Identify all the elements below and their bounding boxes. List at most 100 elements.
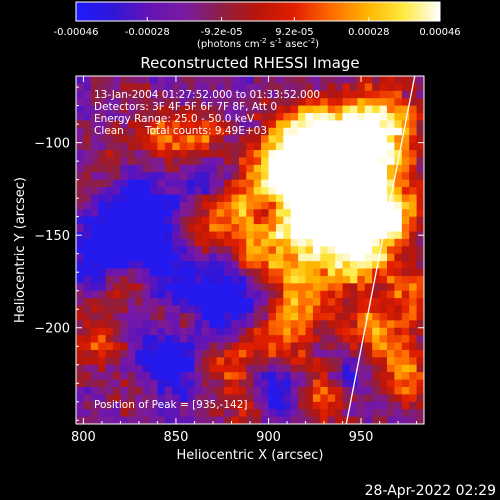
heatmap-cell [246,231,255,240]
heatmap-cell [127,275,136,284]
heatmap-cell [120,298,129,307]
heatmap-cell [172,98,181,107]
heatmap-cell [394,224,403,233]
heatmap-cell [120,150,129,159]
heatmap-cell [268,127,277,136]
heatmap-cell [342,157,351,166]
heatmap-cell [386,305,395,314]
heatmap-cell [209,194,218,203]
y-tick-label: −100 [34,137,70,152]
heatmap-cell [179,275,188,284]
heatmap-cell [290,409,299,418]
heatmap-cell [401,290,410,299]
heatmap-cell [172,268,181,277]
heatmap-cell [283,379,292,388]
heatmap-cell [98,305,107,314]
heatmap-cell [357,349,366,358]
heatmap-cell [224,416,233,424]
heatmap-cell [216,179,225,188]
heatmap-cell [253,150,262,159]
heatmap-cell [90,120,99,129]
heatmap-cell [357,113,366,122]
heatmap-cell [150,335,159,344]
heatmap-cell [150,224,159,233]
heatmap-cell [357,83,366,92]
heatmap-cell [335,90,344,99]
heatmap-cell [386,246,395,255]
heatmap-cell [98,283,107,292]
heatmap-cell [127,357,136,366]
heatmap-cell [357,298,366,307]
heatmap-cell [335,327,344,336]
heatmap-cell [142,164,151,173]
heatmap-cell [320,401,329,410]
heatmap-cell [364,261,373,270]
heatmap-cell [216,164,225,173]
heatmap-cell [312,394,321,403]
heatmap-cell [275,275,284,284]
heatmap-cell [157,261,166,270]
heatmap-cell [401,135,410,144]
heatmap-cell [135,238,144,247]
heatmap-cell [401,305,410,314]
heatmap-cell [261,416,270,424]
heatmap-cell [275,98,284,107]
heatmap-cell [238,150,247,159]
heatmap-cell [201,290,210,299]
heatmap-cell [238,349,247,358]
heatmap-cell [98,349,107,358]
heatmap-cell [342,238,351,247]
heatmap-cell [201,231,210,240]
heatmap-cell [142,379,151,388]
heatmap-cell [357,327,366,336]
heatmap-cell [113,98,122,107]
heatmap-cell [157,268,166,277]
heatmap-cell [150,164,159,173]
heatmap-cell [268,90,277,99]
heatmap-cell [268,209,277,218]
heatmap-cell [142,394,151,403]
heatmap-cell [98,275,107,284]
heatmap-cell [379,335,388,344]
heatmap-cell [268,349,277,358]
heatmap-cell [312,150,321,159]
heatmap-cell [379,275,388,284]
heatmap-cell [335,142,344,151]
heatmap-cell [290,127,299,136]
heatmap-cell [261,127,270,136]
heatmap-cell [261,216,270,225]
heatmap-cell [150,275,159,284]
heatmap-cell [349,290,358,299]
heatmap-cell [83,335,92,344]
heatmap-cell [164,409,173,418]
heatmap-cell [120,209,129,218]
heatmap-cell [98,253,107,262]
heatmap-cell [305,216,314,225]
heatmap-cell [305,98,314,107]
heatmap-cell [357,194,366,203]
heatmap-cell [194,268,203,277]
heatmap-cell [394,416,403,424]
heatmap-cell [90,135,99,144]
heatmap-cell [187,105,196,114]
heatmap-cell [327,172,336,181]
heatmap-cell [231,201,240,210]
heatmap-cell [231,298,240,307]
heatmap-cell [105,113,114,122]
heatmap-cell [150,416,159,424]
heatmap-cell [268,172,277,181]
heatmap-cell [172,194,181,203]
heatmap-cell [209,261,218,270]
heatmap-cell [409,76,418,84]
heatmap-cell [98,246,107,255]
heatmap-cell [335,127,344,136]
heatmap-cell [335,320,344,329]
heatmap-cell [253,113,262,122]
heatmap-cell [312,253,321,262]
heatmap-cell [386,83,395,92]
heatmap-cell [357,179,366,188]
heatmap-cell [320,83,329,92]
heatmap-cell [298,327,307,336]
heatmap-cell [335,164,344,173]
heatmap-cell [312,372,321,381]
